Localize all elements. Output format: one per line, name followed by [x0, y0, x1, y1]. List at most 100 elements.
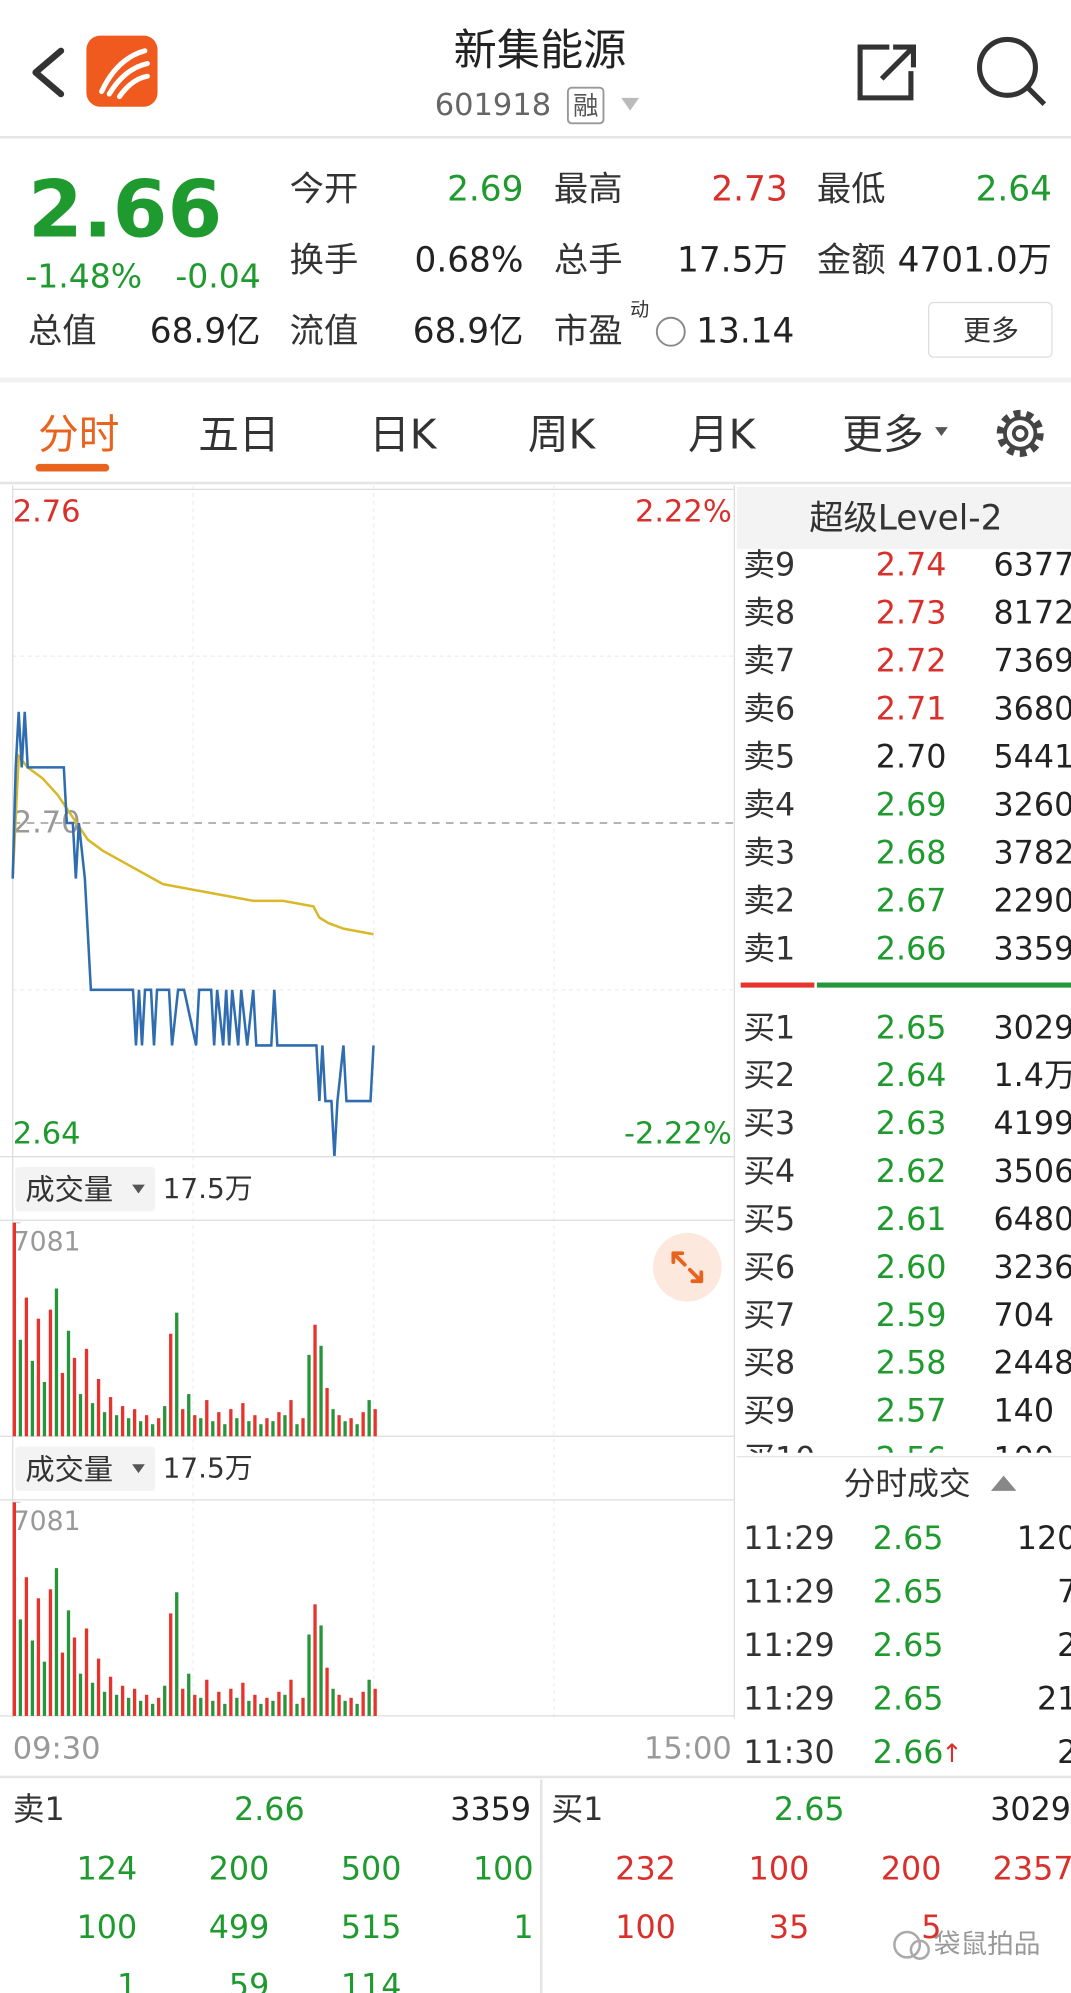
field-label: 金额	[817, 241, 886, 281]
volume-bar	[277, 1412, 281, 1437]
trade-volume: 21	[1037, 1681, 1071, 1717]
volume-bar	[229, 1688, 233, 1716]
y-tick-label: 2.76	[13, 495, 81, 530]
volume-bar	[151, 1424, 155, 1437]
divider	[0, 377, 1071, 383]
trade-price: 2.65	[873, 1575, 944, 1611]
price: 2.66	[28, 164, 222, 256]
volume-bar	[253, 1415, 257, 1437]
dropdown-arrow	[132, 1184, 145, 1194]
field-label: 流值	[290, 312, 359, 352]
volume-bar	[193, 1415, 197, 1437]
dropdown-arrow	[132, 1464, 145, 1474]
volume-bar	[199, 1418, 203, 1437]
order-volume: 2448	[994, 1346, 1071, 1382]
settings-button[interactable]	[996, 409, 1044, 457]
volume-bar	[247, 1700, 251, 1716]
volume-bar	[361, 1412, 365, 1437]
trade-volume: 2	[1057, 1628, 1071, 1664]
search-button[interactable]	[976, 36, 1047, 107]
tab[interactable]: 分时	[38, 411, 119, 459]
trade-time: 11:29	[743, 1628, 834, 1664]
indicator-selector[interactable]	[15, 1446, 155, 1491]
order-volume: 3359	[994, 931, 1071, 967]
volume-bar	[205, 1679, 209, 1716]
volume-bar	[102, 1412, 107, 1437]
volume-bar	[307, 1634, 311, 1716]
volume-bar	[211, 1421, 215, 1437]
volume-bar	[145, 1415, 149, 1437]
pe-info-icon[interactable]	[655, 316, 686, 347]
average-line	[11, 752, 374, 936]
order-volume: 3782	[994, 836, 1071, 872]
order-label: 卖4	[743, 788, 795, 824]
queue-order: 200	[209, 1852, 270, 1888]
volume-bar	[102, 1691, 107, 1716]
order-label: 买9	[743, 1394, 795, 1430]
tab[interactable]: 更多	[842, 411, 923, 459]
volume-bar	[84, 1348, 89, 1437]
volume-bar	[289, 1400, 293, 1437]
order-volume: 100	[994, 1442, 1055, 1478]
dropdown-arrow[interactable]	[935, 427, 948, 436]
trades-title: 分时成交	[844, 1467, 971, 1503]
field-value: 2.69	[447, 169, 523, 209]
volume-bar	[355, 1424, 359, 1437]
volume-bar	[283, 1415, 287, 1437]
volume-bar	[349, 1697, 353, 1716]
tab[interactable]: 周K	[528, 411, 597, 459]
order-label: 卖7	[743, 644, 795, 680]
volume-bar	[337, 1415, 341, 1437]
tab[interactable]: 五日	[198, 411, 279, 459]
volume-bar	[120, 1406, 125, 1437]
order-volume: 3506	[994, 1154, 1071, 1190]
trade-price: 2.66	[873, 1735, 944, 1771]
volume-bar	[175, 1592, 179, 1716]
queue-volume: 3029	[990, 1792, 1071, 1828]
back-button[interactable]	[32, 47, 65, 98]
volume-bar	[247, 1421, 251, 1437]
field-label: 最高	[554, 169, 623, 209]
y-tick-label: 7081	[13, 1506, 81, 1537]
volume-bar	[367, 1679, 371, 1716]
volume-bar	[108, 1676, 113, 1716]
volume-bar	[157, 1697, 161, 1716]
tab[interactable]: 日K	[369, 411, 438, 459]
more-button-label[interactable]: 更多	[963, 314, 1019, 347]
order-label: 买8	[743, 1346, 795, 1382]
order-label: 买6	[743, 1250, 795, 1286]
queue-order: 232	[615, 1852, 676, 1888]
sort-arrow[interactable]	[990, 1475, 1017, 1491]
volume-bar	[126, 1418, 131, 1437]
indicator-selector[interactable]	[15, 1166, 155, 1212]
volume-bar	[72, 1357, 77, 1437]
queue-order: 499	[209, 1910, 270, 1946]
volume-bar	[138, 1700, 143, 1716]
queue-label: 买1	[551, 1792, 603, 1828]
order-volume: 7369	[994, 644, 1071, 680]
order-price: 2.71	[876, 692, 947, 728]
watermark: 袋鼠拍品	[934, 1929, 1041, 1960]
expand-button[interactable]	[653, 1232, 722, 1302]
dropdown-arrow[interactable]	[621, 97, 640, 111]
volume-bar	[307, 1354, 311, 1437]
tab[interactable]: 月K	[688, 411, 757, 459]
queue-order: 1	[117, 1969, 137, 1993]
more-button[interactable]	[928, 301, 1053, 358]
volume-bar	[157, 1418, 161, 1437]
volume-bar	[229, 1409, 233, 1437]
y2-tick-label: 2.22%	[635, 495, 732, 530]
order-price: 2.67	[876, 883, 947, 919]
volume-bar	[114, 1415, 119, 1437]
volume-bar	[175, 1312, 179, 1437]
volume-bar	[199, 1697, 203, 1716]
volume-bar	[84, 1628, 89, 1716]
share-button[interactable]	[857, 44, 917, 101]
trade-price: 2.65	[873, 1628, 944, 1664]
order-price: 2.65	[876, 1010, 947, 1046]
order-price: 2.64	[876, 1058, 947, 1094]
volume-bar	[277, 1691, 281, 1716]
field-value: 17.5万	[677, 241, 788, 281]
volume-bar	[325, 1388, 329, 1437]
